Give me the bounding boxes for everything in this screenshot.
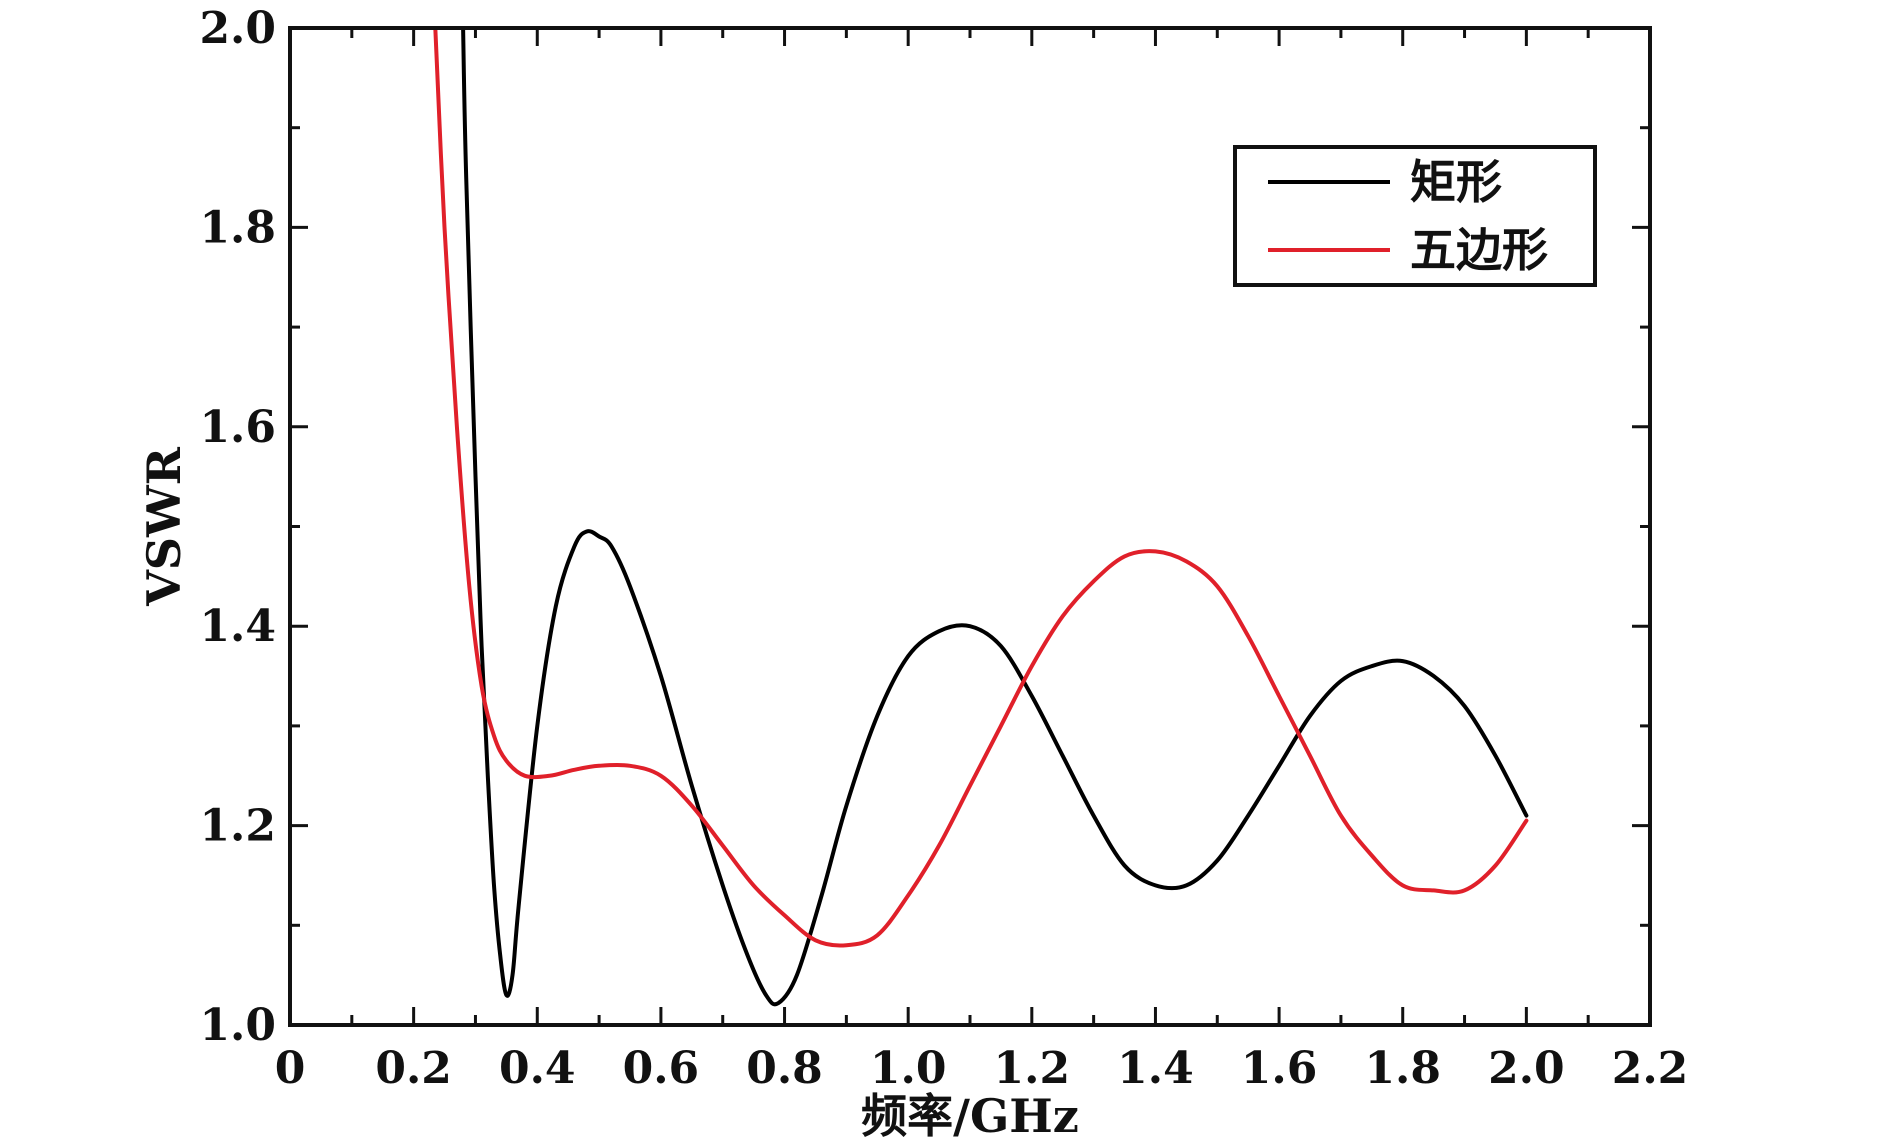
x-tick-label: 0 [275, 1043, 306, 1094]
x-tick-label: 1.0 [870, 1043, 947, 1094]
y-tick-label: 1.6 [199, 402, 276, 453]
y-tick-label: 1.4 [199, 601, 276, 652]
series-line-rectangle [461, 26, 1529, 1007]
y-tick-label: 2.0 [199, 3, 276, 54]
x-tick-label: 1.6 [1241, 1043, 1318, 1094]
x-tick-label: 2.0 [1488, 1043, 1565, 1094]
ticks-layer: 0 0.2 0.4 0.6 0.8 1.0 1.2 1.4 1.6 1.8 2.0 2.2 1.0 1.2… [199, 3, 1688, 1094]
x-tick-label: 0.6 [623, 1043, 700, 1094]
y-axis-title: VSWR [137, 446, 191, 607]
y-tick-label: 1.0 [199, 1000, 276, 1051]
legend-label-rectangle: 矩形 [1410, 155, 1502, 209]
x-tick-label: 0.8 [746, 1043, 823, 1094]
legend-box [1233, 145, 1597, 287]
series-line-pentagon [433, 26, 1529, 948]
x-tick-label: 0.4 [499, 1043, 576, 1094]
x-tick-label: 0.2 [375, 1043, 452, 1094]
x-tick-label: 1.2 [994, 1043, 1071, 1094]
series-lines [433, 26, 1529, 1007]
legend-label-pentagon: 五边形 [1410, 223, 1548, 277]
x-axis-title: 频率/GHz [861, 1089, 1079, 1143]
y-tick-label: 1.8 [199, 202, 276, 253]
y-tick-label: 1.2 [199, 801, 276, 852]
x-tick-label: 2.2 [1612, 1043, 1689, 1094]
x-tick-label: 1.4 [1117, 1043, 1194, 1094]
plot-frame [288, 26, 1652, 1027]
legend: 矩形 五边形 [1233, 145, 1597, 287]
x-tick-label: 1.8 [1364, 1043, 1441, 1094]
